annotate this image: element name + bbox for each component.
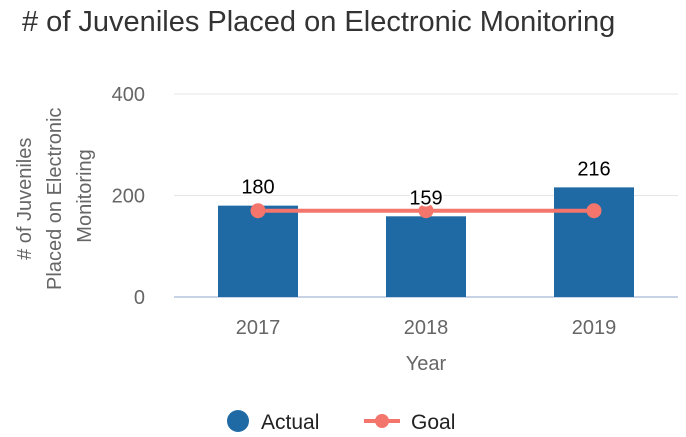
data-label: 216 — [577, 158, 610, 180]
goal-point[interactable] — [418, 203, 434, 219]
y-tick-labels: 0 200 400 — [112, 84, 145, 309]
y-axis-label: # of Juveniles Placed on Electronic Moni… — [14, 102, 96, 290]
bar[interactable] — [386, 216, 466, 297]
legend-item-goal[interactable]: Goal — [364, 411, 455, 434]
legend-actual-label: Actual — [261, 411, 319, 434]
legend-goal-label: Goal — [411, 411, 455, 434]
goal-line — [250, 203, 602, 219]
x-tick-label: 2018 — [404, 317, 449, 339]
goal-point[interactable] — [586, 203, 602, 219]
data-label: 180 — [241, 177, 274, 199]
data-labels: 180 159 216 — [239, 156, 612, 211]
legend: Actual Goal — [227, 410, 455, 434]
x-tick-label: 2019 — [572, 317, 617, 339]
y-tick-label: 0 — [134, 287, 145, 309]
legend-actual-marker — [227, 410, 249, 432]
chart-title: # of Juveniles Placed on Electronic Moni… — [22, 6, 616, 38]
x-tick-label: 2017 — [236, 317, 281, 339]
x-tick-labels: 2017 2018 2019 — [236, 317, 617, 339]
y-axis-label-line: # of Juveniles — [14, 138, 36, 260]
y-tick-label: 400 — [112, 84, 145, 106]
legend-item-actual[interactable]: Actual — [227, 410, 319, 434]
legend-goal-marker — [375, 414, 389, 428]
y-tick-label: 200 — [112, 186, 145, 208]
goal-point[interactable] — [250, 203, 266, 219]
y-axis-label-line: Monitoring — [74, 149, 96, 242]
x-axis-label: Year — [406, 353, 447, 375]
bar[interactable] — [218, 205, 298, 297]
y-axis-label-line: Placed on Electronic — [44, 108, 66, 290]
data-label: 159 — [409, 187, 442, 209]
